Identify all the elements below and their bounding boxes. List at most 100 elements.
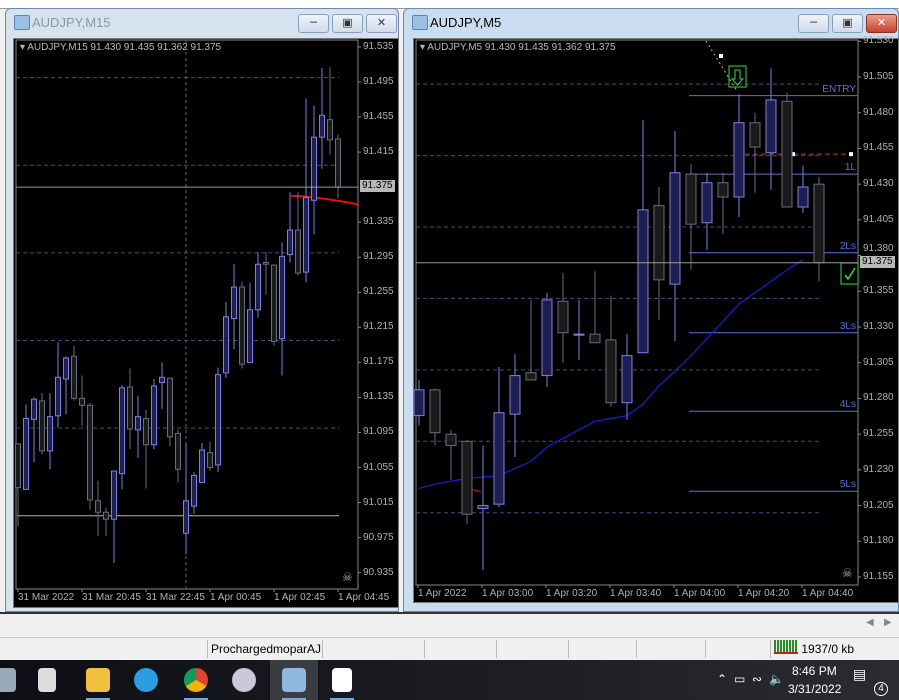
time-axis-label: 31 Mar 2022 — [18, 592, 75, 603]
horizontal-scrollbar[interactable]: ◀ ▶ — [0, 612, 899, 636]
price-axis-label: 91.095 — [363, 426, 394, 438]
volume-icon[interactable]: 🔈 — [769, 672, 784, 686]
notepad-icon[interactable] — [330, 668, 354, 700]
skull-icon: ☠ — [842, 566, 853, 580]
level-label: 4Ls — [839, 399, 856, 411]
chart-window-audjpy-m5[interactable]: AUDJPY,M5 ─ ▣ ✕ ▾ AUDJPY,M5 91.430 91.43… — [403, 8, 899, 612]
price-axis-label: 91.495 — [363, 76, 394, 87]
price-axis-label: 91.455 — [863, 142, 894, 154]
taskbar: ⌃ ▭ ∾ 🔈 8:46 PM 3/31/2022 ▤ 4 — [0, 660, 899, 700]
close-button[interactable]: ✕ — [366, 14, 397, 33]
bull-candle — [765, 99, 777, 154]
bear-candle — [749, 122, 761, 148]
price-chart[interactable]: ▾ AUDJPY,M5 91.430 91.435 91.362 91.375 … — [413, 35, 899, 603]
window-title: AUDJPY,M5 — [430, 15, 502, 30]
price-axis-label: 91.230 — [863, 463, 894, 475]
checkmark-icon — [844, 267, 856, 281]
price-axis-label: 91.215 — [363, 321, 394, 333]
time-axis-label: 1 Apr 04:00 — [674, 588, 726, 599]
app-icon[interactable] — [0, 668, 16, 692]
wifi-icon[interactable]: ∾ — [752, 672, 763, 686]
telegram-icon[interactable] — [134, 668, 158, 692]
metatrader-icon[interactable] — [282, 668, 306, 700]
close-button[interactable]: ✕ — [866, 14, 897, 33]
bear-candle — [95, 500, 101, 513]
price-axis-label: 91.205 — [863, 499, 894, 511]
bull-candle — [493, 412, 505, 505]
sell-arrow-marker — [728, 65, 747, 88]
scroll-left-icon[interactable]: ◀ — [866, 617, 874, 628]
bull-candle — [733, 122, 745, 198]
bear-candle — [79, 397, 85, 406]
bull-candle — [199, 449, 205, 483]
bear-candle — [445, 433, 457, 447]
skull-icon: ☠ — [342, 570, 353, 584]
chrome-icon[interactable] — [184, 668, 208, 700]
time-axis-label: 1 Apr 03:00 — [482, 588, 534, 599]
chart-window-audjpy-m15[interactable]: AUDJPY,M15 ─ ▣ ✕ ▾ AUDJPY,M15 91.430 91.… — [5, 8, 399, 612]
connection-status[interactable]: 1937/0 kb — [770, 640, 899, 658]
bear-candle — [327, 119, 333, 141]
time-axis-label: 31 Mar 20:45 — [82, 592, 141, 603]
price-axis-label: 91.455 — [363, 111, 394, 123]
level-label: 3Ls — [839, 320, 856, 332]
bull-candle — [255, 263, 261, 311]
bull-candle — [119, 387, 125, 475]
bear-candle — [605, 339, 617, 404]
bear-candle — [295, 229, 301, 274]
file-explorer-icon[interactable] — [86, 668, 110, 700]
price-axis-label: 91.535 — [363, 40, 394, 52]
bear-candle — [717, 182, 729, 198]
down-arrow-icon — [730, 69, 745, 86]
line-anchor-handle — [791, 152, 795, 157]
ohlc-readout: AUDJPY,M5 91.430 91.435 91.362 91.375 — [427, 42, 616, 53]
clock-date[interactable]: 3/31/2022 — [788, 682, 842, 696]
bull-candle — [231, 286, 237, 320]
price-axis-label: 90.975 — [363, 531, 394, 543]
price-axis-label: 91.380 — [863, 242, 894, 254]
scroll-right-icon[interactable]: ▶ — [884, 617, 892, 628]
bull-candle — [31, 398, 37, 420]
show-hidden-icons-icon[interactable]: ⌃ — [717, 672, 728, 686]
line-anchor-handle — [849, 152, 853, 157]
bear-candle — [589, 333, 601, 344]
bear-candle — [335, 138, 341, 188]
notification-center-icon[interactable]: ▤ — [853, 666, 867, 682]
price-chart[interactable]: ▾ AUDJPY,M15 91.430 91.435 91.362 91.375… — [13, 38, 399, 608]
time-axis-label: 1 Apr 02:45 — [274, 592, 326, 603]
bull-candle — [183, 500, 189, 534]
maximize-button[interactable]: ▣ — [332, 14, 363, 33]
bull-candle — [311, 136, 317, 201]
status-cell — [636, 640, 706, 658]
price-axis-label: 90.935 — [363, 566, 394, 578]
bull-candle — [151, 385, 157, 446]
bear-candle — [461, 440, 473, 515]
price-axis-label: 91.305 — [863, 356, 894, 368]
minimize-button[interactable]: ─ — [798, 14, 829, 33]
profile-name: ProchargedmoparAJ — [207, 640, 323, 658]
calculator-icon[interactable] — [38, 668, 56, 692]
bull-candle — [477, 505, 489, 509]
bear-candle — [429, 389, 441, 434]
status-cell — [705, 640, 769, 658]
battery-icon[interactable]: ▭ — [734, 672, 746, 686]
minimize-button[interactable]: ─ — [298, 14, 329, 33]
bear-candle — [525, 372, 537, 381]
bear-candle — [175, 432, 181, 470]
time-axis-label: 1 Apr 00:45 — [210, 592, 262, 603]
ohlc-readout: AUDJPY,M15 91.430 91.435 91.362 91.375 — [27, 42, 222, 53]
bull-candle — [669, 172, 681, 285]
bull-candle — [701, 182, 713, 224]
level-label: 1L — [844, 162, 856, 174]
price-axis-label: 91.295 — [363, 251, 394, 263]
bear-candle — [239, 286, 245, 365]
maximize-button[interactable]: ▣ — [832, 14, 863, 33]
price-axis-label: 91.155 — [863, 571, 894, 582]
traffic-readout: 1937/0 kb — [801, 642, 855, 656]
price-axis-label: 91.280 — [863, 392, 894, 404]
bull-candle — [573, 333, 585, 336]
clock-time[interactable]: 8:46 PM — [792, 664, 837, 678]
bear-candle — [207, 452, 213, 469]
paint-icon[interactable] — [232, 668, 256, 692]
status-bar: ProchargedmoparAJ 1937/0 kb — [0, 637, 899, 660]
